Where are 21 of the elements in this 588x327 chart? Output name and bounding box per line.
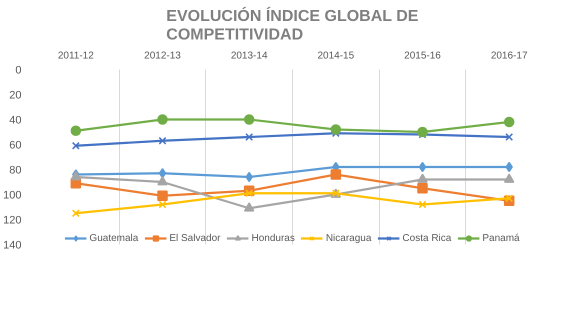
y-tick-label: 40 [9,114,22,126]
y-tick-label: 80 [9,164,22,176]
x-tick-label: 2012-13 [144,50,182,62]
x-tick-label: 2015-16 [404,50,442,62]
legend-label: Honduras [251,232,295,244]
chart-title: EVOLUCIÓN ÍNDICE GLOBAL DE COMPETITIVIDAD [166,6,419,44]
legend-label: El Salvador [169,232,220,244]
y-tick-label: 120 [3,214,22,226]
y-tick-label: 60 [9,140,22,152]
legend-label: Panamá [482,232,520,244]
x-tick-label: 2016-17 [490,50,528,62]
y-tick-label: 20 [9,90,22,102]
x-tick-label: 2014-15 [317,50,355,62]
y-tick-label: 140 [3,240,22,252]
x-tick-label: 2011-12 [58,50,94,62]
y-tick-label: 0 [15,64,22,76]
legend-label: Costa Rica [402,232,452,244]
legend-label: Nicaragua [326,232,372,244]
x-tick-label: 2013-14 [230,50,268,62]
legend-label: Guatemala [89,232,138,244]
y-tick-label: 100 [3,190,22,202]
